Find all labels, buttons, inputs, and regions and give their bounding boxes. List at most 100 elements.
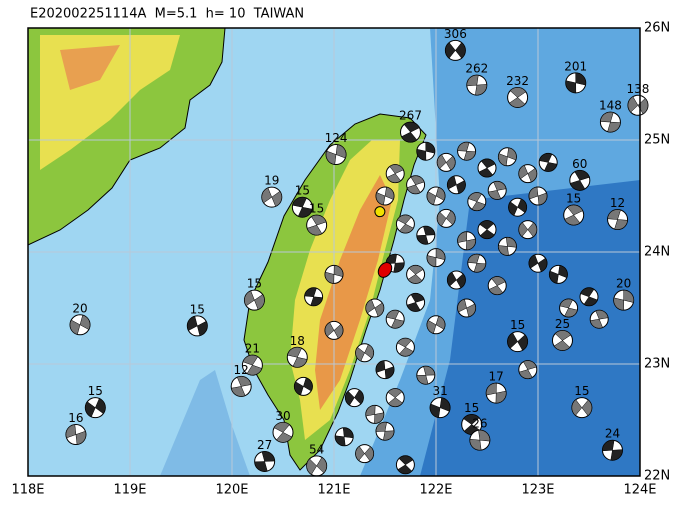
beachball-quadrant <box>325 144 347 165</box>
depth-label: 18 <box>290 334 305 348</box>
beachball-quadrant <box>273 422 293 443</box>
frame <box>27 27 641 477</box>
title: E202002251114A M=5.1 h= 10 TAIWAN <box>30 7 304 22</box>
depth-label: 30 <box>275 409 290 423</box>
depth-label: 15 <box>190 302 205 316</box>
beachball-quadrant <box>242 354 263 376</box>
beachball-quadrant <box>335 427 354 446</box>
beachball-quadrant <box>375 421 395 441</box>
beachball-quadrant <box>365 299 385 317</box>
beachball-quadrant <box>559 298 578 318</box>
beachball-quadrant <box>528 254 548 272</box>
beachball-quadrant <box>401 121 420 143</box>
beachball-quadrant <box>426 248 446 267</box>
beachball-quadrant <box>426 187 446 205</box>
beachball-quadrant <box>436 154 456 171</box>
depth-label: 306 <box>444 27 467 41</box>
beachball-quadrant <box>416 141 436 161</box>
beachball-quadrant <box>397 214 414 234</box>
depth-label: 24 <box>605 427 620 441</box>
beachball-quadrant <box>488 181 507 200</box>
depth-label: 262 <box>465 62 488 76</box>
beachball-quadrant <box>416 365 436 385</box>
beachball-quadrant <box>457 141 476 161</box>
depth-label: 27 <box>257 438 272 452</box>
beachball-quadrant <box>507 332 528 351</box>
beachball-quadrant <box>467 253 487 273</box>
beachball-quadrant <box>426 315 446 334</box>
beachball-quadrant <box>518 222 537 238</box>
beachball-quadrant <box>397 337 414 357</box>
depth-label: 20 <box>616 277 631 291</box>
y-tick-label: 22N <box>644 469 670 484</box>
depth-label: 201 <box>564 59 587 73</box>
beachball-quadrant <box>590 310 609 329</box>
y-tick-label: 23N <box>644 357 670 372</box>
main-event <box>377 262 393 278</box>
beachball-quadrant <box>187 315 208 336</box>
depth-label: 232 <box>506 74 529 88</box>
beachball-quadrant <box>65 424 87 445</box>
beachball-quadrant <box>447 271 466 289</box>
mainland-peak <box>60 45 120 90</box>
beachball-quadrant <box>580 287 598 307</box>
beachball-quadrant <box>429 397 451 418</box>
beachball-quadrant <box>324 322 344 339</box>
depth-label: 16 <box>68 411 83 425</box>
beachball-quadrant <box>261 187 282 207</box>
beachball-quadrant <box>457 298 476 318</box>
beachball-quadrant <box>528 186 548 206</box>
beachball-quadrant <box>85 398 106 418</box>
beachball-quadrant <box>306 457 327 475</box>
beachball-quadrant <box>407 265 424 284</box>
beachball-quadrant <box>306 214 327 236</box>
beachball-quadrant <box>488 276 506 295</box>
depth-label: 15 <box>510 318 525 332</box>
y-tick-label: 24N <box>644 245 670 260</box>
depth-label: 267 <box>399 109 422 123</box>
y-tick-label: 26N <box>644 21 670 36</box>
depth-label: 15 <box>247 277 262 291</box>
beachball-quadrant <box>397 455 414 475</box>
beachball-quadrant <box>287 347 308 368</box>
y-tick-label: 25N <box>644 133 670 148</box>
beachball-quadrant <box>436 210 456 227</box>
beachball-quadrant <box>466 74 488 96</box>
canyon <box>160 370 250 476</box>
depth-label: 12 <box>234 363 249 377</box>
beachball-quadrant <box>564 204 584 226</box>
beachball-quadrant <box>478 158 496 178</box>
beachball-quadrant <box>355 446 374 462</box>
beachball-quadrant <box>244 290 265 310</box>
beachball-quadrant <box>485 382 507 404</box>
epicenter <box>374 206 386 218</box>
beachball-quadrant <box>445 42 466 59</box>
beachball-quadrant <box>627 96 649 115</box>
beachball-quadrant <box>406 175 425 195</box>
beachball-quadrant <box>539 153 558 172</box>
depth-label: 12 <box>610 196 625 210</box>
x-tick-label: 124E <box>623 483 656 498</box>
depth-label: 20 <box>72 301 87 315</box>
beachball-quadrant <box>607 209 628 230</box>
beachball-quadrant <box>508 198 527 216</box>
beachball-quadrant <box>613 289 634 311</box>
beachball-quadrant <box>254 451 275 472</box>
beachball-quadrant <box>565 72 586 94</box>
beachball-quadrant <box>518 360 537 379</box>
depth-label: 54 <box>309 442 324 456</box>
beachball-quadrant <box>231 376 252 397</box>
beachball-quadrant <box>600 111 621 133</box>
beachball-quadrant <box>416 225 436 245</box>
depth-label: 26 <box>472 417 487 431</box>
x-tick-label: 118E <box>11 483 44 498</box>
beachball-quadrant <box>447 175 466 194</box>
beachball-quadrant <box>498 147 517 167</box>
beachball-quadrant <box>571 399 593 416</box>
beachball-quadrant <box>375 186 395 206</box>
beachball-quadrant <box>324 265 344 284</box>
depth-label: 19 <box>264 174 279 188</box>
depth-label: 60 <box>572 157 587 171</box>
depth-label: 17 <box>489 370 504 384</box>
